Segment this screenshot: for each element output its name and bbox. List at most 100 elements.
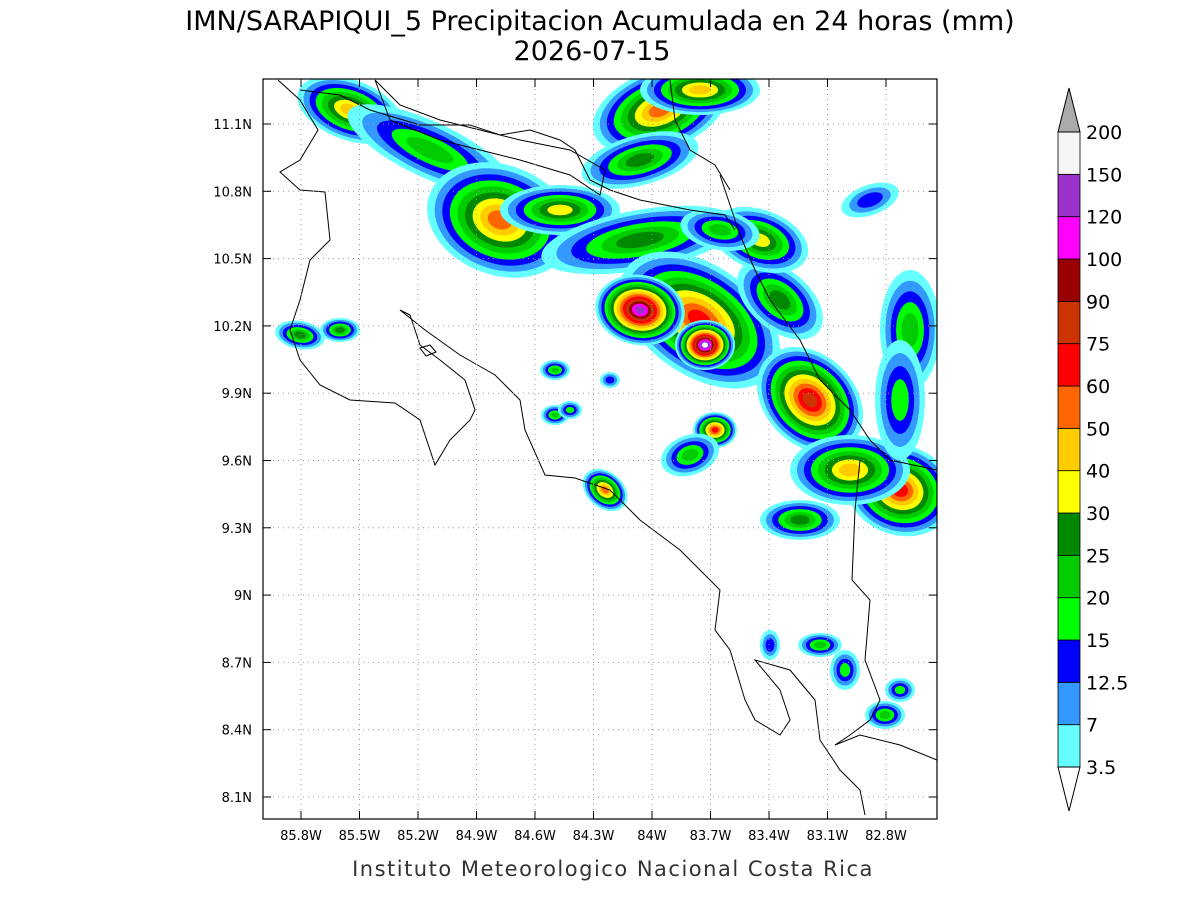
colorbar-box: [1057, 300, 1081, 345]
lat-tick-label: 11.1N: [213, 118, 252, 133]
rain-contour: [681, 448, 699, 462]
panama-border: [834, 459, 881, 746]
rain-contour: [838, 463, 862, 477]
lon-tick-label: 84W: [637, 829, 667, 844]
colorbar: 3.5 7 12.5 15 20 25 30 40 50 60 75 90 100 120 150 200: [1057, 87, 1128, 812]
colorbar-label: 30: [1086, 503, 1110, 525]
colorbar-box: [1057, 724, 1081, 768]
colorbar-box: [1057, 681, 1081, 726]
rain-contour: [688, 85, 712, 95]
rain-contour: [294, 331, 306, 339]
colorbar-label: 25: [1086, 545, 1110, 567]
lon-tick-label: 83.4W: [748, 829, 790, 844]
colorbar-label: 12.5: [1086, 672, 1128, 694]
colorbar-label: 3.5: [1086, 757, 1116, 779]
colorbar-label: 60: [1086, 376, 1110, 398]
rain-contour: [802, 392, 818, 408]
lat-tick-label: 10.2N: [213, 320, 252, 335]
colorbar-label: 20: [1086, 588, 1110, 610]
lat-tick-label: 9N: [234, 589, 252, 604]
map-title: IMN/SARAPIQUI_5 Precipitacion Acumulada …: [185, 6, 1014, 37]
map-date: 2026-07-15: [514, 36, 671, 67]
gulf-island: [419, 344, 437, 357]
rain-contour: [857, 192, 883, 208]
colorbar-label: 90: [1086, 291, 1110, 313]
rain-contour: [565, 406, 575, 414]
colorbar-box: [1057, 554, 1081, 599]
rain-contour: [601, 486, 609, 494]
pacific-coast: [277, 79, 866, 816]
rain-contour: [547, 204, 573, 216]
colorbar-box: [1057, 216, 1081, 260]
rain-contour: [813, 641, 827, 649]
lat-tick-label: 10.8N: [213, 185, 252, 200]
rain-contour: [635, 306, 645, 314]
coastlines: [277, 79, 937, 816]
rain-contour: [406, 136, 454, 164]
rain-contour: [891, 379, 909, 421]
colorbar-label: 200: [1086, 122, 1122, 144]
lat-tick-label: 10.5N: [213, 253, 252, 268]
caribbean-coast: [719, 174, 937, 471]
colorbar-label: 150: [1086, 164, 1122, 186]
colorbar-label: 100: [1086, 249, 1122, 271]
rain-contour: [605, 376, 615, 384]
colorbar-label: 75: [1086, 334, 1110, 356]
rain-contour: [711, 427, 719, 433]
lon-tick-label: 82.8W: [865, 829, 907, 844]
colorbar-label: 120: [1086, 207, 1122, 229]
colorbar-label: 15: [1086, 630, 1110, 652]
lat-tick-label: 9.6N: [222, 455, 252, 470]
lon-tick-label: 84.9W: [456, 829, 498, 844]
lat-tick-label: 8.7N: [222, 656, 252, 671]
rain-contour: [708, 224, 732, 236]
lon-tick-label: 84.6W: [514, 829, 556, 844]
rain-contour: [839, 663, 851, 677]
colorbar-box: [1057, 639, 1081, 683]
colorbar-box: [1057, 343, 1081, 387]
footer: Instituto Meteorologico Nacional Costa R…: [352, 857, 874, 881]
lon-tick-label: 83.7W: [690, 829, 732, 844]
colorbar-box: [1057, 512, 1081, 556]
rain-contour: [765, 638, 775, 652]
rain-contour: [790, 515, 810, 525]
colorbar-box: [1057, 597, 1081, 641]
lon-tick-label: 85.5W: [339, 829, 381, 844]
colorbar-label: 40: [1086, 461, 1110, 483]
map-frame: [262, 78, 938, 820]
graticule: 85.8W 85.5W 85.2W 84.9W 84.6W 84.3W 84W 83.7W 83…: [213, 79, 937, 844]
rain-contour: [551, 412, 559, 418]
colorbar-box: [1057, 173, 1081, 218]
colorbar-box: [1057, 131, 1081, 175]
colorbar-over: [1057, 87, 1081, 133]
rain-contour: [894, 685, 906, 695]
rain-contour: [769, 290, 791, 310]
panama-coast: [834, 734, 937, 761]
lat-tick-label: 8.1N: [222, 791, 252, 806]
lon-tick-label: 83.1W: [807, 829, 849, 844]
rain-contour: [901, 312, 919, 348]
colorbar-label: 50: [1086, 418, 1110, 440]
colorbar-under: [1057, 766, 1081, 812]
lat-tick-label: 8.4N: [222, 724, 252, 739]
colorbar-label: 7: [1086, 715, 1098, 737]
rain-contour: [335, 327, 345, 333]
rain-contour: [625, 153, 655, 167]
colorbar-box: [1057, 258, 1081, 302]
northern-border: [299, 89, 736, 231]
colorbar-box: [1057, 470, 1081, 514]
colorbar-box: [1057, 427, 1081, 472]
lon-tick-label: 85.8W: [280, 829, 322, 844]
nicaragua-lake-shore: [374, 79, 606, 196]
lon-tick-label: 85.2W: [397, 829, 439, 844]
lat-tick-label: 9.9N: [222, 387, 252, 402]
rain-contour: [879, 711, 891, 719]
rain-contour: [701, 342, 709, 348]
lon-tick-label: 84.3W: [573, 829, 615, 844]
rain-contour: [550, 367, 560, 373]
inner-border: [669, 79, 731, 191]
lat-tick-label: 9.3N: [222, 522, 252, 537]
colorbar-box: [1057, 385, 1081, 429]
precipitation-field: [275, 79, 937, 729]
